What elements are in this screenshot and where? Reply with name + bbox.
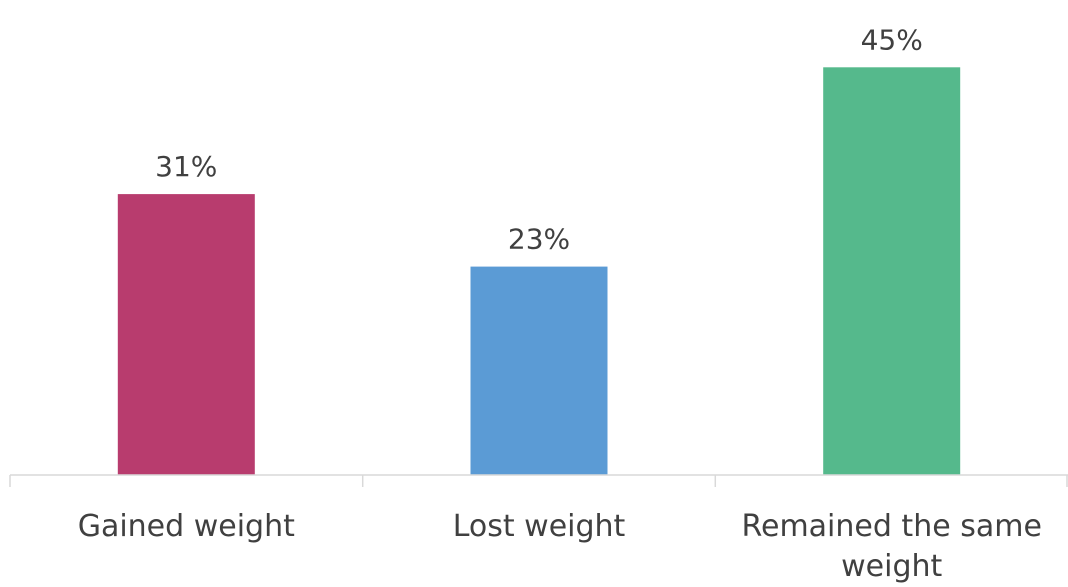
- value-label-0: 31%: [155, 150, 217, 183]
- value-label-1: 23%: [508, 223, 570, 256]
- x-axis-ticks: [9, 475, 1068, 487]
- bar-1: [470, 266, 608, 475]
- bars-group: [117, 67, 961, 476]
- category-labels-group: Gained weight Lost weight Remained the sam…: [78, 509, 1042, 584]
- bar-0: [117, 194, 255, 475]
- category-label-2-line-0: Remained the same: [741, 509, 1041, 544]
- category-label-0-line-0: Gained weight: [78, 509, 295, 544]
- value-label-2: 45%: [861, 23, 923, 56]
- category-label-2-line-1: weight: [841, 549, 942, 584]
- category-label-1-line-0: Lost weight: [453, 509, 626, 544]
- value-labels-group: 31% 23% 45%: [155, 23, 923, 255]
- bar-2: [823, 67, 961, 476]
